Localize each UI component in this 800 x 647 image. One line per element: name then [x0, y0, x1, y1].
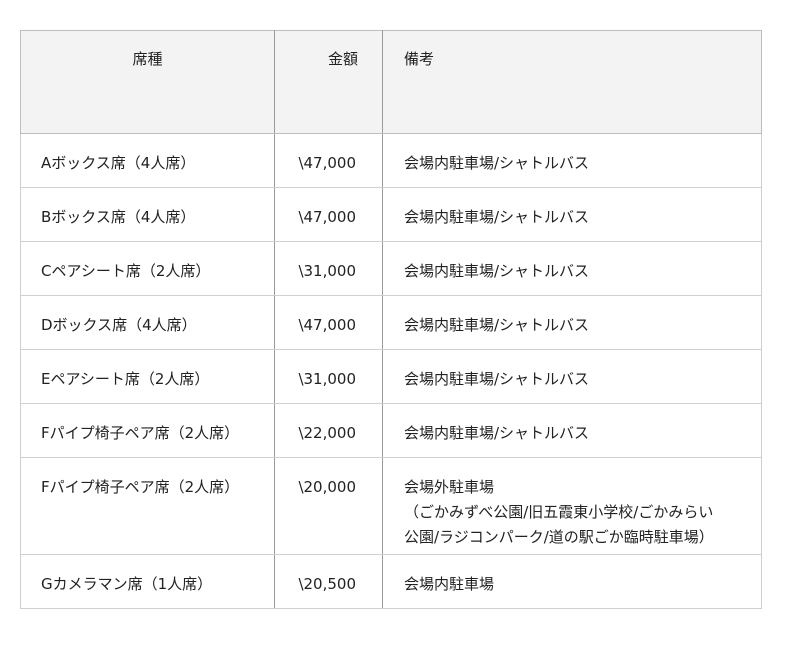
table-row: Fパイプ椅子ペア席（2人席） \22,000 会場内駐車場/シャトルバス: [20, 403, 762, 458]
price-cell: \47,000: [274, 295, 383, 350]
seat-type-cell: Aボックス席（4人席）: [20, 133, 275, 188]
price-cell: \20,500: [274, 554, 383, 609]
price-cell: \31,000: [274, 241, 383, 296]
header-note: 備考: [382, 30, 762, 134]
seat-type-cell: Fパイプ椅子ペア席（2人席）: [20, 403, 275, 458]
note-cell: 会場内駐車場/シャトルバス: [382, 133, 762, 188]
seat-price-table: 席種 金額 備考 Aボックス席（4人席） \47,000 会場内駐車場/シャトルバス…: [20, 30, 762, 609]
note-cell: 会場内駐車場: [382, 554, 762, 609]
table-row: Eペアシート席（2人席） \31,000 会場内駐車場/シャトルバス: [20, 349, 762, 404]
table-row: Dボックス席（4人席） \47,000 会場内駐車場/シャトルバス: [20, 295, 762, 350]
note-cell: 会場内駐車場/シャトルバス: [382, 349, 762, 404]
price-cell: \31,000: [274, 349, 383, 404]
table-row: Fパイプ椅子ペア席（2人席） \20,000 会場外駐車場 （ごかみずべ公園/旧五霞…: [20, 457, 762, 555]
table-row: Gカメラマン席（1人席） \20,500 会場内駐車場: [20, 554, 762, 609]
seat-type-cell: Eペアシート席（2人席）: [20, 349, 275, 404]
seat-type-cell: Fパイプ椅子ペア席（2人席）: [20, 457, 275, 555]
table-row: Cペアシート席（2人席） \31,000 会場内駐車場/シャトルバス: [20, 241, 762, 296]
price-cell: \22,000: [274, 403, 383, 458]
table-row: Aボックス席（4人席） \47,000 会場内駐車場/シャトルバス: [20, 133, 762, 188]
table-header-row: 席種 金額 備考: [20, 30, 762, 134]
seat-type-cell: Cペアシート席（2人席）: [20, 241, 275, 296]
note-cell: 会場内駐車場/シャトルバス: [382, 187, 762, 242]
price-cell: \20,000: [274, 457, 383, 555]
seat-type-cell: Gカメラマン席（1人席）: [20, 554, 275, 609]
seat-type-cell: Dボックス席（4人席）: [20, 295, 275, 350]
note-cell: 会場内駐車場/シャトルバス: [382, 295, 762, 350]
table-row: Bボックス席（4人席） \47,000 会場内駐車場/シャトルバス: [20, 187, 762, 242]
note-cell: 会場内駐車場/シャトルバス: [382, 403, 762, 458]
seat-type-cell: Bボックス席（4人席）: [20, 187, 275, 242]
header-label: 備考: [404, 50, 435, 68]
header-label: 席種: [132, 50, 163, 68]
header-price: 金額: [274, 30, 383, 134]
note-cell: 会場外駐車場 （ごかみずべ公園/旧五霞東小学校/ごかみらい 公園/ラジコンパーク…: [382, 457, 762, 555]
header-label: 金額: [327, 50, 358, 68]
price-cell: \47,000: [274, 133, 383, 188]
price-cell: \47,000: [274, 187, 383, 242]
note-cell: 会場内駐車場/シャトルバス: [382, 241, 762, 296]
header-seat-type: 席種: [20, 30, 275, 134]
